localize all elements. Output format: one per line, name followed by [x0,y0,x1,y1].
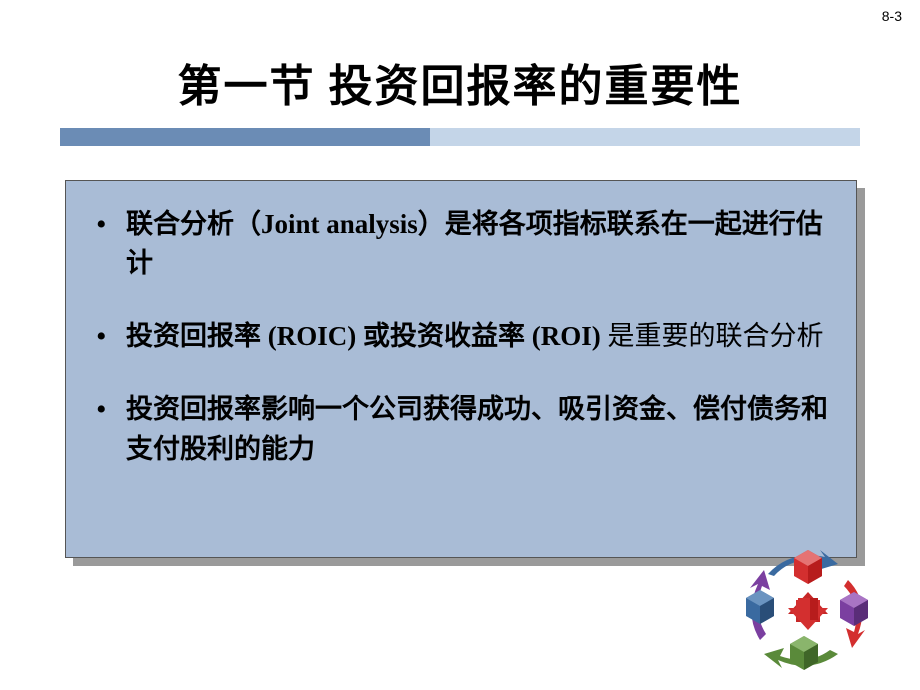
slide-title: 第一节 投资回报率的重要性 [0,50,920,114]
bullet-item: •联合分析（Joint analysis）是将各项指标联系在一起进行估计 [96,205,836,283]
bullet-text: 投资回报率影响一个公司获得成功、吸引资金、偿付债务和支付股利的能力 [126,390,836,468]
bullet-dot-icon: • [96,205,126,283]
bullet-dot-icon: • [96,317,126,356]
bullet-dot-icon: • [96,390,126,468]
bullet-item: •投资回报率影响一个公司获得成功、吸引资金、偿付债务和支付股利的能力 [96,390,836,468]
bullet-item: •投资回报率 (ROIC) 或投资收益率 (ROI) 是重要的联合分析 [96,317,836,356]
page-number: 8-3 [882,8,902,24]
bullet-text: 投资回报率 (ROIC) 或投资收益率 (ROI) 是重要的联合分析 [126,317,836,356]
content-box: •联合分析（Joint analysis）是将各项指标联系在一起进行估计•投资回… [65,180,857,558]
title-underline-dark [60,128,430,146]
cycle-diagram-icon [730,532,890,682]
bullet-text: 联合分析（Joint analysis）是将各项指标联系在一起进行估计 [126,205,836,283]
title-area: 第一节 投资回报率的重要性 [0,50,920,114]
